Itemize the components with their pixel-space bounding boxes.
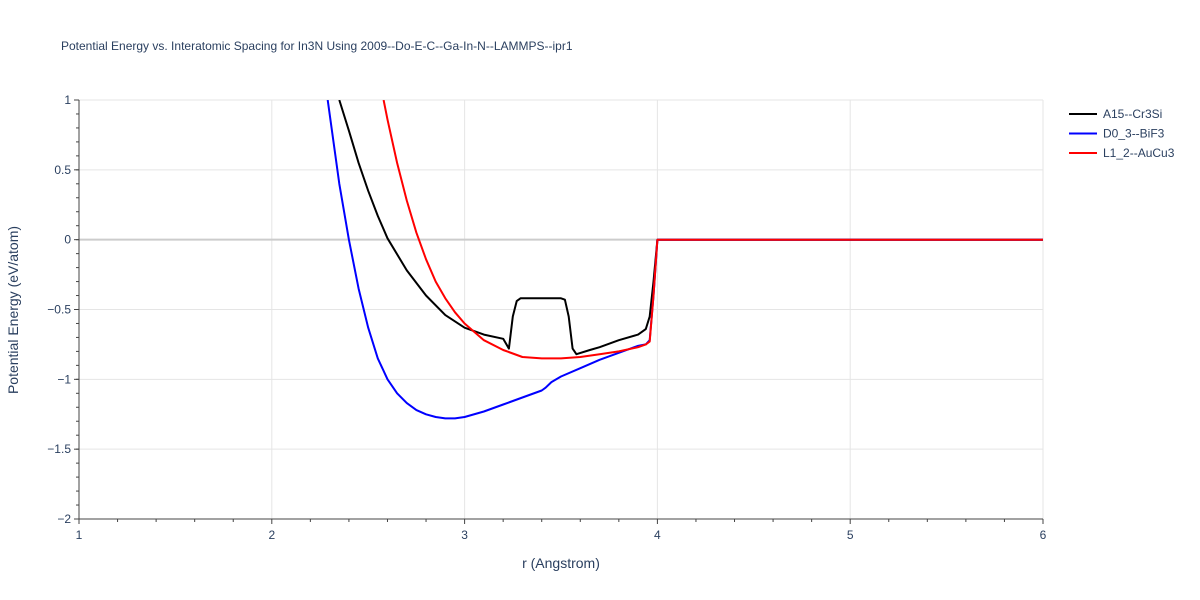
y-tick-label: −0.5	[47, 303, 71, 317]
y-tick-label: −1	[57, 372, 71, 386]
grid	[79, 99, 1044, 519]
series-line-l1-2-aucu3	[382, 100, 1043, 360]
x-tick-label: 1	[76, 528, 83, 542]
axes: 1 2 3 4 5 6 1 0.5 0 −0.5 −1 −1.5 −2	[47, 93, 1046, 542]
x-axis-title: r (Angstrom)	[522, 555, 600, 571]
y-tick-label: 0	[64, 233, 71, 247]
legend-label: D0_3--BiF3	[1103, 127, 1165, 141]
chart-title: Potential Energy vs. Interatomic Spacing…	[61, 39, 573, 53]
x-tick-label: 2	[268, 528, 275, 542]
x-tick-label: 4	[654, 528, 661, 542]
y-tick-label: 0.5	[54, 163, 71, 177]
series-line-a15-cr3si	[338, 100, 1043, 356]
x-tick-label: 5	[847, 528, 854, 542]
legend-item[interactable]: D0_3--BiF3	[1069, 127, 1165, 141]
y-tick-label: 1	[64, 93, 71, 107]
series-line-d0-3-bif3	[326, 100, 1043, 420]
legend-label: A15--Cr3Si	[1103, 107, 1162, 121]
legend-item[interactable]: A15--Cr3Si	[1069, 107, 1162, 121]
y-axis-title: Potential Energy (eV/atom)	[5, 226, 21, 394]
y-tick-label: −2	[57, 512, 71, 526]
plot-area	[326, 100, 1043, 420]
x-tick-label: 3	[461, 528, 468, 542]
legend[interactable]: A15--Cr3Si D0_3--BiF3 L1_2--AuCu3	[1069, 107, 1175, 160]
y-tick-label: −1.5	[47, 442, 71, 456]
x-tick-label: 6	[1040, 528, 1047, 542]
legend-item[interactable]: L1_2--AuCu3	[1069, 146, 1175, 160]
legend-label: L1_2--AuCu3	[1103, 146, 1175, 160]
